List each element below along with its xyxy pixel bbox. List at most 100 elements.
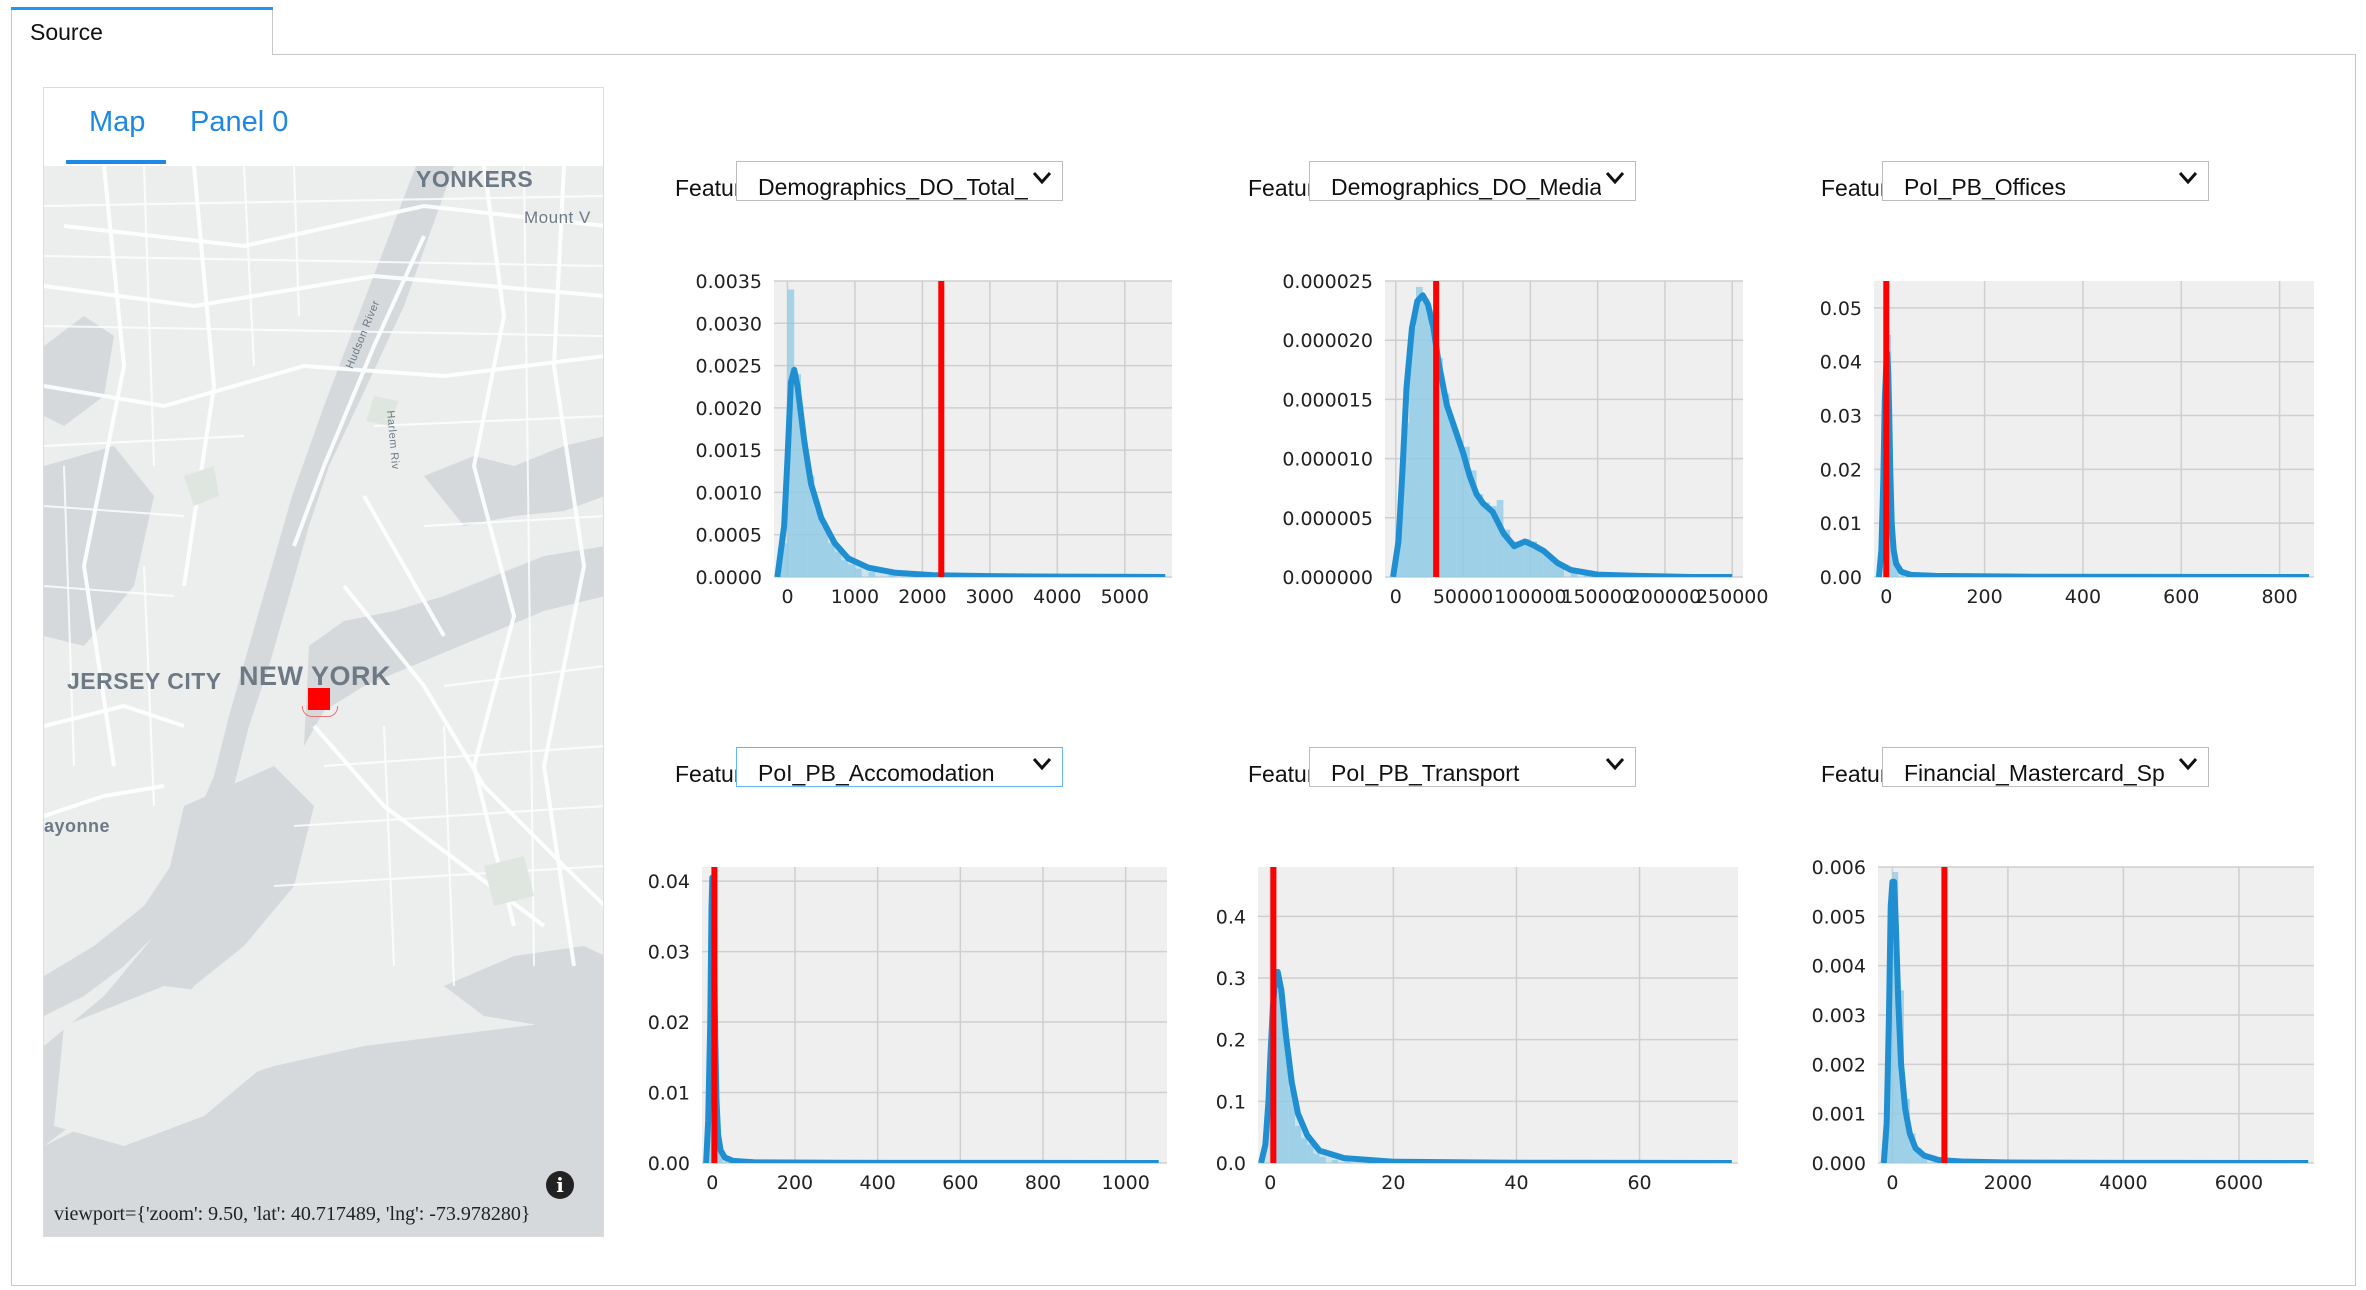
y-tick-label: 0.3 (1216, 968, 1246, 990)
feature-panel-1: Feature Demographics_DO_Total_ 0 1000 2000… (642, 161, 1202, 681)
histogram-bar (1496, 500, 1504, 577)
feature-dropdown-value: PoI_PB_Accomodation (758, 760, 995, 786)
feature-dropdown[interactable]: Financial_Mastercard_Sp (1882, 747, 2209, 787)
kde-area (1393, 295, 1733, 577)
map-label-new-york: NEW YORK (239, 661, 392, 691)
feature-panel-6: Feature Financial_Mastercard_Sp 0 2000 400… (1788, 747, 2348, 1267)
tab-map[interactable]: Map (89, 106, 146, 138)
y-tick-label: 0.03 (1820, 406, 1862, 428)
viewport-readout: viewport={'zoom': 9.50, 'lat': 40.717489… (54, 1203, 531, 1225)
map-label-yonkers: YONKERS (416, 166, 534, 192)
kde-line (1880, 878, 2309, 1163)
histogram-bar (1483, 502, 1490, 577)
histogram-bar (1557, 565, 1564, 577)
feature-dropdown-value: PoI_PB_Transport (1331, 760, 1520, 786)
histogram-bar (1550, 559, 1558, 577)
histogram-bar (1344, 1161, 1351, 1163)
histogram-bar (1422, 298, 1430, 577)
x-tick-label: 4000 (1033, 586, 1081, 608)
histogram-bar (848, 564, 855, 577)
histogram-bar (1530, 541, 1538, 577)
x-tick-label: 400 (2065, 586, 2101, 608)
x-tick-label: 0 (1390, 586, 1402, 608)
tab-source[interactable]: Source (11, 7, 273, 55)
x-tick-label: 1000 (831, 586, 879, 608)
y-tick-label: 0.0010 (696, 482, 762, 504)
histogram-bar (1282, 1027, 1289, 1163)
histogram-bar (807, 475, 815, 577)
kde-line (1258, 968, 1732, 1163)
y-tick-label: 0.01 (648, 1083, 690, 1105)
y-tick-label: 0.01 (1820, 513, 1862, 535)
x-tick-label: 0 (706, 1172, 718, 1194)
info-icon[interactable]: i (546, 1171, 574, 1199)
y-tick-label: 0.04 (1820, 352, 1862, 374)
chevron-down-icon (1032, 172, 1052, 185)
chevron-down-icon (1032, 758, 1052, 771)
feature-dropdown[interactable]: PoI_PB_Transport (1309, 747, 1636, 787)
map-panel: Map Panel 0 (43, 87, 604, 1237)
selected-area-outline (302, 706, 338, 717)
y-tick-label: 0.0005 (696, 525, 762, 547)
feature-dropdown[interactable]: Demographics_DO_Media (1309, 161, 1636, 201)
y-tick-label: 0.1 (1216, 1091, 1246, 1113)
x-tick-label: 100000 (1494, 586, 1567, 608)
x-tick-label: 60 (1627, 1172, 1651, 1194)
feature-dropdown[interactable]: PoI_PB_Offices (1882, 161, 2209, 201)
feature-dropdown-value: Financial_Mastercard_Sp (1904, 760, 2165, 786)
y-tick-label: 0.000 (1812, 1153, 1866, 1175)
y-tick-label: 0.000005 (1282, 508, 1373, 530)
histogram-bar (1523, 539, 1531, 577)
x-tick-label: 5000 (1101, 586, 1149, 608)
x-tick-label: 150000 (1561, 586, 1634, 608)
active-tab-indicator (66, 160, 166, 164)
histogram-bar (1331, 1159, 1338, 1163)
feature-dropdown[interactable]: PoI_PB_Accomodation (736, 747, 1063, 787)
histogram-bar (780, 543, 788, 577)
y-tick-label: 0.02 (1820, 459, 1862, 481)
map-label-bayonne: ayonne (44, 816, 111, 836)
tab-panel-0[interactable]: Panel 0 (190, 106, 289, 138)
y-tick-label: 0.00 (1820, 567, 1862, 589)
histogram-bar (854, 568, 862, 577)
y-tick-label: 0.00 (648, 1153, 690, 1175)
feature-chart-6: 0 2000 4000 6000 0.000 0.001 0.002 0.003 0.004 0.… (1812, 857, 2314, 1194)
x-tick-label: 2000 (1984, 1172, 2032, 1194)
histogram-bar (834, 551, 842, 577)
histogram-bar (1476, 494, 1484, 577)
y-tick-label: 0.002 (1812, 1054, 1866, 1076)
chevron-down-icon (2178, 172, 2198, 185)
plot-background (702, 867, 1167, 1163)
y-tick-label: 0.0000 (696, 567, 762, 589)
histogram-bar (1469, 470, 1477, 577)
map-base (44, 166, 603, 1236)
feature-dropdown-value: PoI_PB_Offices (1904, 174, 2066, 200)
x-tick-label: 200 (1966, 586, 2002, 608)
feature-dropdown[interactable]: Demographics_DO_Total_ (736, 161, 1063, 201)
histogram-bar (1415, 286, 1423, 577)
histogram-bar (1313, 1153, 1320, 1163)
histogram-bar (1456, 440, 1464, 577)
histogram-bar (1436, 357, 1443, 577)
histogram-bar (1409, 328, 1416, 577)
x-tick-label: 20 (1381, 1172, 1405, 1194)
y-tick-label: 0.2 (1216, 1030, 1246, 1052)
histogram-bar (1449, 423, 1457, 577)
feature-chart-4: 0 200 400 600 800 1000 0.00 0.01 0.02 0.03 0.04 (648, 867, 1167, 1194)
histogram-bar (1402, 423, 1410, 577)
histogram-bar (868, 571, 876, 577)
selected-area-marker[interactable] (308, 688, 330, 710)
histogram-bar (1429, 328, 1437, 577)
x-tick-label: 0 (1264, 1172, 1276, 1194)
map-tabbar: Map Panel 0 (44, 88, 603, 166)
tab-source-label: Source (30, 19, 103, 45)
x-tick-label: 0 (1880, 586, 1892, 608)
plot-background (1258, 867, 1738, 1163)
y-tick-label: 0.0025 (696, 356, 762, 378)
map-view[interactable]: YONKERS Mount V NEW YORK JERSEY CITY ayo… (44, 166, 603, 1236)
x-tick-label: 40 (1504, 1172, 1528, 1194)
y-tick-label: 0.006 (1812, 857, 1866, 879)
feature-chart-5: 0 20 40 60 0.0 0.1 0.2 0.3 0.4 (1216, 867, 1738, 1194)
x-tick-label: 3000 (966, 586, 1014, 608)
